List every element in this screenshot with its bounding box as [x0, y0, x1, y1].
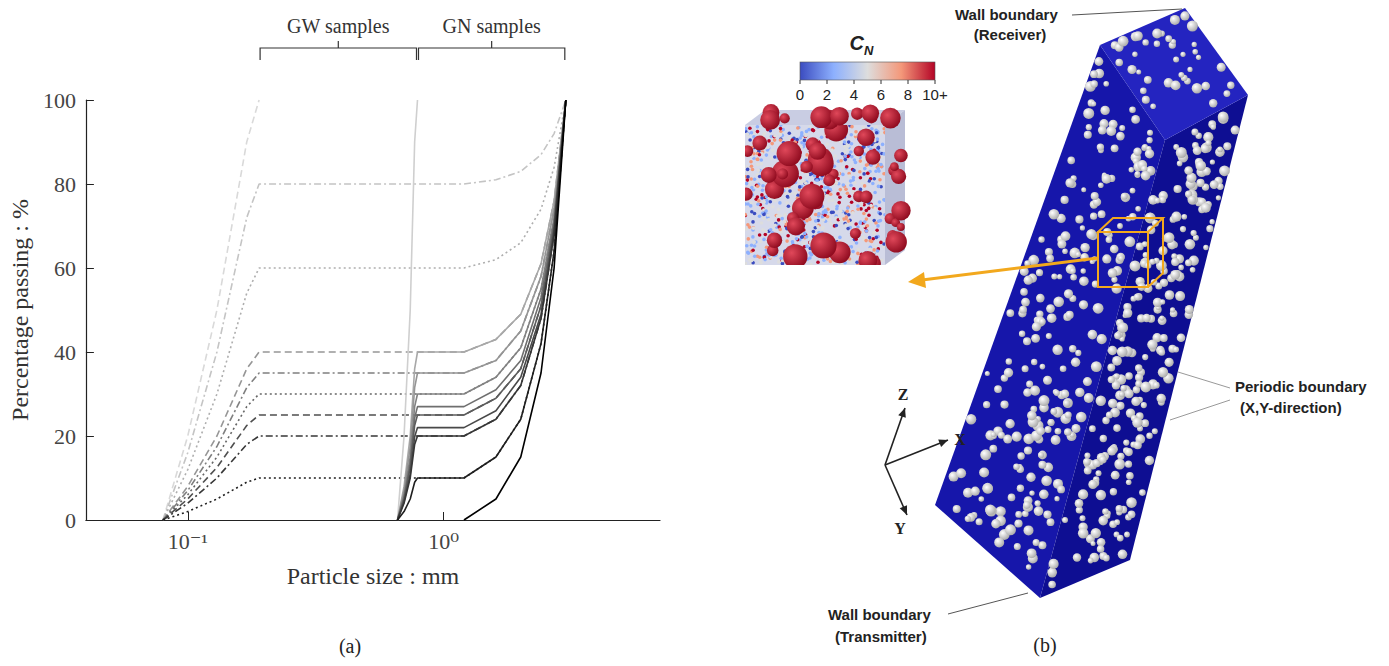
- svg-text:(Receiver): (Receiver): [974, 26, 1047, 43]
- svg-text:Periodic boundary: Periodic boundary: [1235, 378, 1367, 395]
- svg-text:6: 6: [877, 86, 885, 103]
- svg-text:GW samples: GW samples: [287, 15, 390, 38]
- svg-text:Particle size : mm: Particle size : mm: [287, 563, 460, 589]
- svg-text:4: 4: [850, 86, 858, 103]
- svg-text:Wall boundary: Wall boundary: [828, 606, 931, 623]
- svg-text:20: 20: [54, 424, 76, 449]
- svg-text:10⁻¹: 10⁻¹: [168, 529, 208, 554]
- svg-text:X: X: [954, 431, 966, 448]
- svg-text:(a): (a): [339, 635, 361, 658]
- svg-text:Y: Y: [894, 520, 906, 537]
- svg-text:60: 60: [54, 256, 76, 281]
- svg-text:Z: Z: [898, 386, 909, 403]
- svg-text:8: 8: [904, 86, 912, 103]
- svg-text:10⁰: 10⁰: [428, 529, 459, 554]
- svg-text:GN samples: GN samples: [442, 15, 541, 38]
- svg-text:10+: 10+: [922, 86, 948, 103]
- svg-text:0: 0: [796, 86, 804, 103]
- svg-text:2: 2: [823, 86, 831, 103]
- svg-text:CN: CN: [850, 32, 874, 58]
- svg-text:40: 40: [54, 340, 76, 365]
- svg-text:80: 80: [54, 172, 76, 197]
- svg-text:100: 100: [43, 88, 76, 113]
- svg-text:Wall boundary: Wall boundary: [955, 6, 1058, 23]
- svg-text:Percentage passing : %: Percentage passing : %: [7, 199, 33, 421]
- svg-text:(Transmitter): (Transmitter): [835, 628, 927, 645]
- svg-text:(X,Y-direction): (X,Y-direction): [1240, 399, 1342, 416]
- svg-text:(b): (b): [1033, 634, 1056, 657]
- svg-text:0: 0: [65, 508, 76, 533]
